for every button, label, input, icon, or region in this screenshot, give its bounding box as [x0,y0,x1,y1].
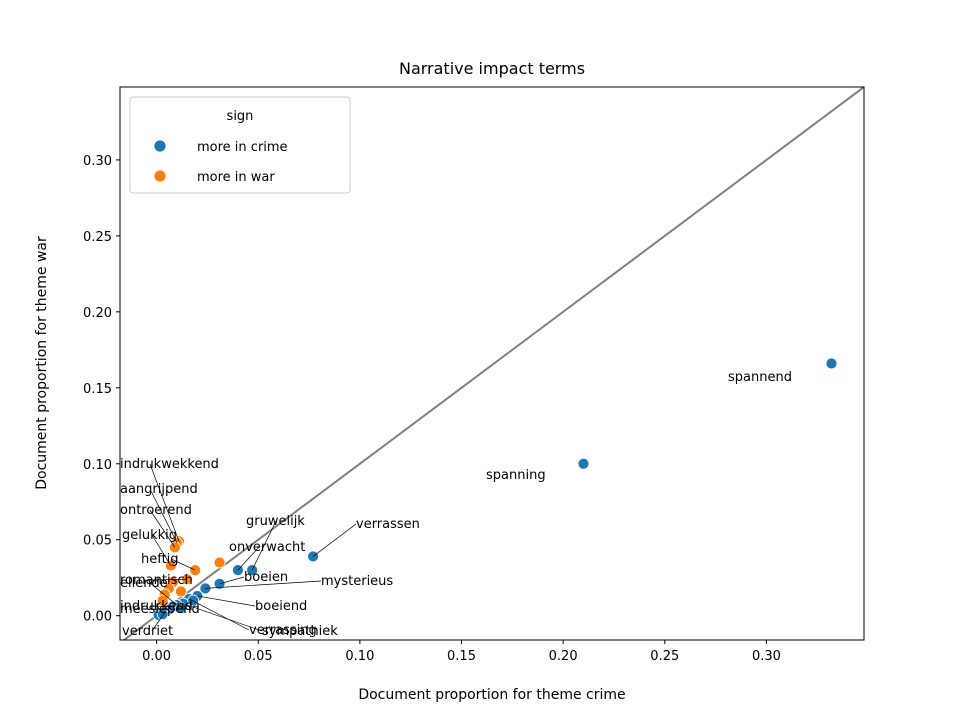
y-tick-label: 0.15 [83,382,112,397]
point-label: verrassing [249,623,317,638]
point-label: indrukwekkend [120,457,219,472]
label-leader [237,546,260,571]
point-label: aangrijpend [120,482,198,497]
point-label: ontroerend [120,503,192,518]
point-label: boeiend [255,599,307,614]
point-label: verrassen [356,517,420,532]
label-leader [149,509,176,548]
data-point [156,608,169,621]
label-leader [149,605,173,607]
point-label: spannend [728,370,792,385]
x-tick-label: 0.10 [345,649,374,664]
x-tick-label: 0.20 [549,649,578,664]
point-label: gruwelijk [246,514,305,529]
point-label: romantisch [120,573,193,588]
data-point [187,594,200,607]
point-label: heftig [141,552,179,567]
x-tick-label: 0.05 [244,649,273,664]
point-label: verdriet [122,624,173,639]
point-label: sympathiek [262,624,338,639]
label-leader [197,595,256,607]
label-leader [188,598,250,631]
x-axis-label: Document proportion for theme crime [358,687,625,703]
label-leader [149,463,180,542]
point-label: gelukkig [122,528,177,543]
point-label: boeien [244,570,288,585]
data-point [825,357,838,370]
label-leader [182,603,263,632]
diagonal-line [122,87,864,640]
chart-title: Narrative impact terms [399,59,585,78]
point-label: spanning [486,468,546,483]
label-leader [205,580,322,589]
label-leader [219,576,245,585]
label-leader [149,488,178,543]
label-leader [312,523,357,557]
label-leader [149,578,188,581]
legend-label-crime: more in crime [197,140,288,155]
point-label: indrukkend [120,599,193,614]
label-leader [149,582,178,606]
x-tick-label: 0.30 [752,649,781,664]
legend-box [129,96,351,194]
point-label: mysterieus [321,574,393,589]
legend-marker-war [153,169,167,183]
y-axis-label: Document proportion for theme war [34,236,50,490]
y-tick-label: 0.30 [83,154,112,169]
legend-label-war: more in war [197,170,275,185]
label-leader [151,534,172,566]
legend-marker-crime [153,139,167,153]
plot-frame [119,86,865,641]
y-tick-label: 0.00 [83,610,112,625]
x-tick-label: 0.00 [142,649,171,664]
y-tick-label: 0.10 [83,458,112,473]
label-leader [251,520,277,571]
point-label: ellende [120,576,168,591]
label-leader [170,558,196,571]
x-tick-label: 0.15 [447,649,476,664]
x-tick-label: 0.25 [650,649,679,664]
y-tick-label: 0.05 [83,534,112,549]
data-point [213,556,226,569]
y-tick-label: 0.25 [83,230,112,245]
point-label: onverwacht [229,540,305,555]
data-point [577,457,590,470]
point-label: meeslepend [120,602,200,617]
label-leader [149,608,169,610]
y-tick-label: 0.20 [83,306,112,321]
data-point [175,602,187,614]
legend: sign more in crime more in war [129,96,351,194]
legend-title: sign [227,109,254,124]
data-point [175,585,187,598]
label-leader [151,612,166,632]
